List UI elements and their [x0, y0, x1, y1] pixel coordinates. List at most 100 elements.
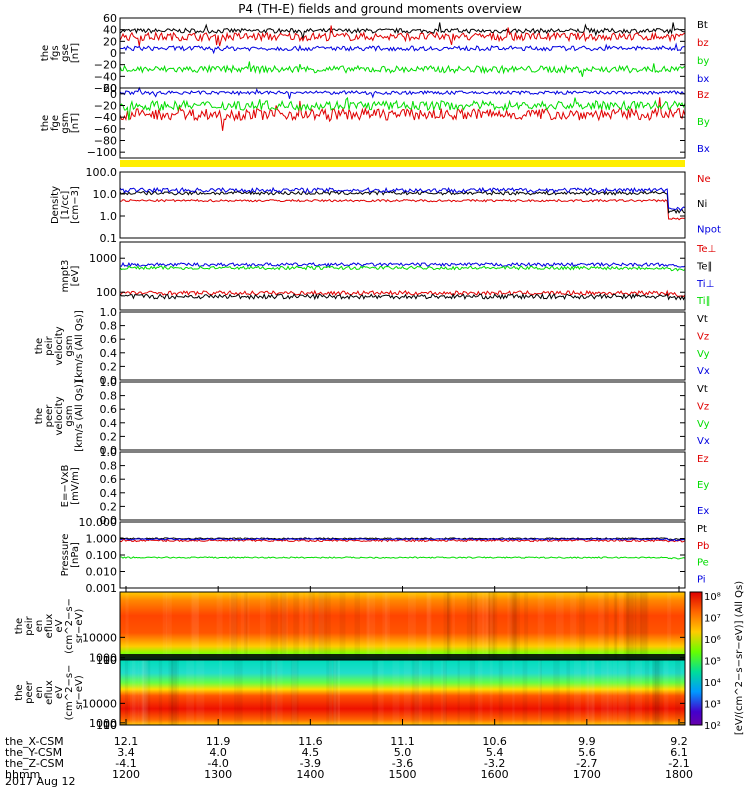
- y-axis-label: Density [1/cc] [cm−3]: [50, 186, 81, 224]
- spectrogram-texture: [598, 592, 605, 660]
- y-axis-label-line: [nT]: [70, 113, 81, 133]
- y-tick-label: 0.8: [100, 460, 118, 473]
- spectrogram-texture: [166, 592, 172, 660]
- series-fge-By: [119, 96, 686, 121]
- spectrogram-texture: [566, 660, 571, 725]
- y-axis-label: Pressure [nPa]: [60, 534, 81, 577]
- spectrogram-texture: [614, 592, 617, 660]
- y-axis-label-line: (cm^2−s−: [64, 665, 75, 721]
- y-tick-label: 10000: [82, 631, 117, 644]
- panel-frame: [119, 451, 686, 521]
- spectrogram-gap: [120, 654, 685, 660]
- y-tick-label: 60: [103, 12, 117, 25]
- ephemeris-status-bar: [120, 160, 685, 167]
- spectrogram-texture: [537, 592, 545, 660]
- spectrogram-texture: [498, 660, 503, 725]
- panel-frame: [119, 241, 686, 311]
- y-tick-label: 1.0: [100, 306, 118, 319]
- colorbar-scale: [689, 591, 703, 726]
- series-pressure-Pb: [119, 538, 686, 543]
- spectrogram-texture: [644, 660, 650, 725]
- spectrogram-texture: [219, 660, 223, 725]
- series-temp-Te∥: [119, 292, 686, 301]
- y-axis-label: the fgs gse [nT]: [40, 43, 81, 63]
- spectrogram-texture: [318, 592, 325, 660]
- spectrogram-texture: [489, 592, 494, 660]
- legend-Pb: Pb: [697, 541, 709, 552]
- spectrogram-texture: [538, 660, 542, 725]
- y-axis-label-line: peir: [24, 615, 35, 635]
- spectrogram-texture: [511, 592, 518, 660]
- y-tick-label: 100: [96, 654, 117, 667]
- spectrogram-texture: [522, 660, 528, 725]
- spectrogram-texture: [392, 660, 400, 725]
- spectrogram-texture: [612, 660, 618, 725]
- spectrogram-texture: [325, 592, 331, 660]
- y-axis-label-line: the: [34, 338, 45, 354]
- spectrogram-texture: [125, 592, 129, 660]
- spectrogram-texture: [634, 592, 642, 660]
- ephemeris-value: 1400: [296, 768, 324, 781]
- y-tick-label: −60: [94, 82, 117, 95]
- y-tick-label: 1.000: [86, 533, 118, 546]
- colorbar-tick: 10⁶: [704, 635, 721, 646]
- spectrogram-texture: [234, 592, 238, 660]
- y-axis-label: the peir en eflux eV (cm^2−s− sr−eV): [14, 598, 85, 654]
- y-tick-label: 0.2: [100, 430, 118, 443]
- spectrogram-texture: [308, 592, 315, 660]
- spectrogram-texture: [625, 592, 630, 660]
- spectrogram-texture: [639, 592, 648, 660]
- legend-Ez: Ez: [697, 454, 709, 465]
- y-axis-label-line: eflux: [44, 614, 55, 639]
- spectrogram-texture: [489, 660, 493, 725]
- spectrogram-texture: [667, 592, 672, 660]
- y-tick-label: 0.001: [86, 582, 118, 595]
- legend-Npot: Npot: [697, 224, 721, 235]
- y-tick-label: −40: [94, 70, 117, 83]
- y-axis-label-line: gsm: [64, 335, 75, 356]
- spectrogram-texture: [583, 592, 586, 660]
- spectrogram-texture: [339, 592, 346, 660]
- series-fge-Bx: [119, 86, 686, 99]
- spectrogram-texture: [591, 660, 595, 725]
- ephemeris-value: 11.9: [206, 735, 231, 748]
- spectrogram-texture: [487, 592, 491, 660]
- y-tick-label: 1000: [89, 717, 117, 730]
- spectrogram-texture: [485, 592, 489, 660]
- spectrogram-texture: [382, 592, 390, 660]
- spectrogram-texture: [170, 660, 177, 725]
- spectrogram-texture: [452, 592, 455, 660]
- spectrogram-texture: [384, 592, 388, 660]
- ephemeris-value: 10.6: [482, 735, 507, 748]
- y-tick-label: 10.0: [93, 188, 118, 201]
- y-axis-label-line: [eV]: [70, 266, 81, 287]
- spectrogram-texture: [654, 660, 661, 725]
- spectrogram-texture: [260, 592, 266, 660]
- y-tick-label: −40: [94, 111, 117, 124]
- y-tick-label: 0.1: [100, 232, 118, 245]
- spectrogram-texture: [675, 660, 681, 725]
- colorbar-tick: 10⁷: [704, 614, 721, 625]
- legend-Vy: Vy: [697, 349, 710, 360]
- y-tick-label: 0.100: [86, 549, 118, 562]
- spectrogram-texture: [158, 660, 163, 725]
- spectrogram-texture: [590, 660, 595, 725]
- y-tick-label: 20: [103, 82, 117, 95]
- ephemeris-value: 9.2: [670, 735, 688, 748]
- spectrogram-texture: [509, 592, 514, 660]
- legend-By: By: [697, 117, 710, 128]
- ephemeris-value: 3.4: [117, 746, 135, 759]
- spectrogram-texture: [539, 660, 543, 725]
- ephemeris-value: -3.6: [392, 757, 413, 770]
- spectrogram-texture: [625, 660, 629, 725]
- series-temp-Te⊥: [119, 289, 686, 298]
- y-tick-label: 1.0: [100, 376, 118, 389]
- spectrogram-texture: [478, 660, 483, 725]
- ephemeris-value: 1300: [204, 768, 232, 781]
- spectrogram-texture: [512, 660, 515, 725]
